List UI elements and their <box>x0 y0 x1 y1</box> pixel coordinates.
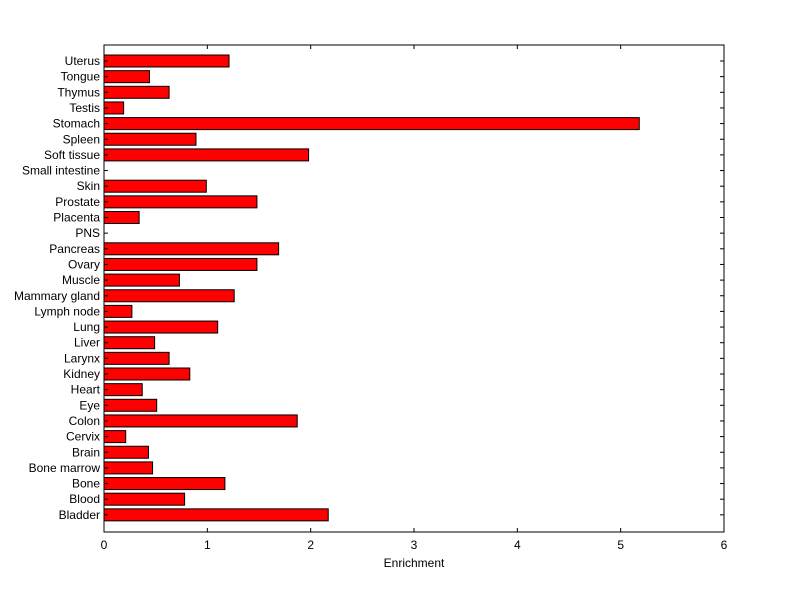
bar-heart <box>103 383 143 397</box>
bar-brain <box>103 445 149 459</box>
y-tick-label-muscle: Muscle <box>62 273 100 287</box>
bar-prostate <box>103 195 258 209</box>
bar-muscle <box>103 273 180 287</box>
bar-skin <box>103 179 207 193</box>
y-tick-label-ovary: Ovary <box>68 257 100 271</box>
y-tick-label-bone-marrow: Bone marrow <box>29 461 101 475</box>
bar-mammary-gland <box>103 289 235 303</box>
bar-lung <box>103 320 219 334</box>
y-tick-label-liver: Liver <box>74 336 100 350</box>
bar-soft-tissue <box>103 148 310 162</box>
bar-liver <box>103 336 156 350</box>
x-tick-label-0: 0 <box>101 538 108 552</box>
y-tick-label-stomach: Stomach <box>53 117 100 131</box>
x-tick-label-2: 2 <box>307 538 314 552</box>
bar-colon <box>103 414 298 428</box>
y-tick-label-blood: Blood <box>69 492 100 506</box>
y-tick-label-brain: Brain <box>72 445 100 459</box>
y-tick-label-lung: Lung <box>73 320 100 334</box>
bar-tongue <box>103 70 150 84</box>
y-tick-label-small-intestine: Small intestine <box>22 164 100 178</box>
bar-uterus <box>103 54 230 68</box>
x-tick-label-4: 4 <box>514 538 521 552</box>
x-tick-label-6: 6 <box>721 538 728 552</box>
bar-stomach <box>103 117 640 131</box>
bar-lymph-node <box>103 304 133 318</box>
y-tick-label-soft-tissue: Soft tissue <box>44 148 100 162</box>
bar-bone <box>103 477 226 491</box>
x-tick-label-5: 5 <box>617 538 624 552</box>
bar-pancreas <box>103 242 280 256</box>
y-tick-label-pancreas: Pancreas <box>49 242 100 256</box>
y-tick-label-mammary-gland: Mammary gland <box>14 289 100 303</box>
bar-thymus <box>103 85 170 99</box>
x-tick-label-3: 3 <box>411 538 418 552</box>
y-tick-label-colon: Colon <box>69 414 100 428</box>
y-tick-label-pns: PNS <box>75 226 100 240</box>
bar-bone-marrow <box>103 461 154 475</box>
bar-kidney <box>103 367 191 381</box>
y-tick-label-tongue: Tongue <box>61 70 101 84</box>
plot-frame <box>103 44 725 533</box>
y-tick-label-prostate: Prostate <box>55 195 100 209</box>
y-tick-label-heart: Heart <box>71 383 101 397</box>
bar-ovary <box>103 257 258 271</box>
bar-placenta <box>103 211 140 224</box>
y-tick-label-larynx: Larynx <box>64 351 100 365</box>
y-tick-label-lymph-node: Lymph node <box>34 304 100 318</box>
y-tick-label-placenta: Placenta <box>53 211 100 225</box>
y-tick-label-testis: Testis <box>69 101 100 115</box>
y-tick-label-cervix: Cervix <box>66 430 100 444</box>
x-tick-label-1: 1 <box>204 538 211 552</box>
y-tick-label-uterus: Uterus <box>65 54 100 68</box>
bar-spleen <box>103 132 197 146</box>
y-tick-label-spleen: Spleen <box>63 132 100 146</box>
bar-larynx <box>103 351 170 365</box>
y-tick-label-bladder: Bladder <box>59 508 100 522</box>
x-axis-label: Enrichment <box>384 556 445 570</box>
y-tick-label-kidney: Kidney <box>63 367 100 381</box>
bar-bladder <box>103 508 329 522</box>
bar-eye <box>103 398 158 412</box>
y-tick-label-skin: Skin <box>77 179 100 193</box>
y-tick-label-bone: Bone <box>72 477 100 491</box>
bar-blood <box>103 492 186 506</box>
y-tick-label-eye: Eye <box>79 398 100 412</box>
y-tick-label-thymus: Thymus <box>57 85 100 99</box>
